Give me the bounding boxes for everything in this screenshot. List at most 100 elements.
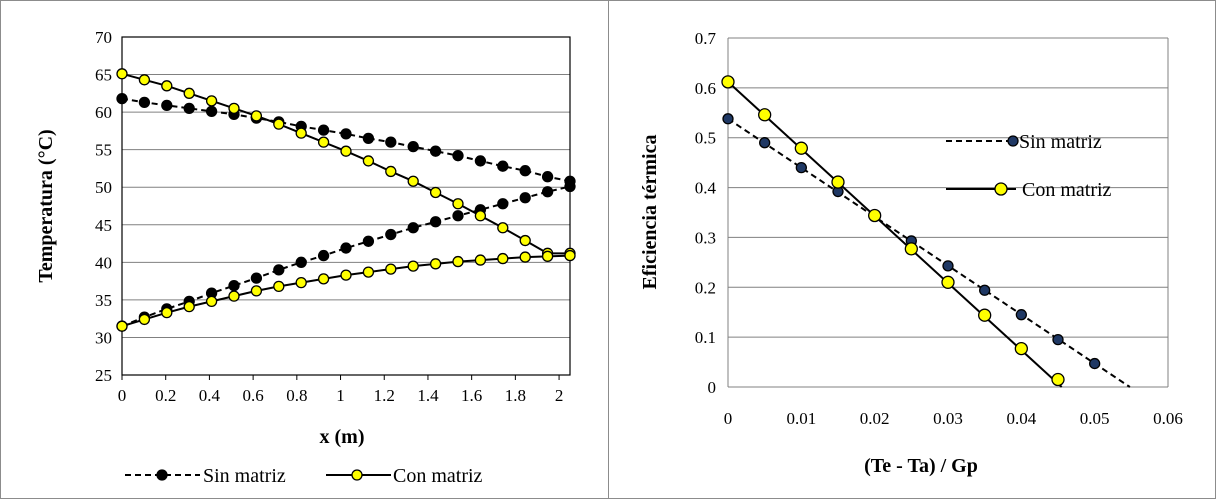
efficiency-x-axis-title: (Te - Ta) / Gp (864, 455, 978, 477)
legend-label-sin-matriz-efficiency: Sin matriz (1019, 131, 1102, 153)
y-tick-label: 0.1 (695, 328, 716, 347)
y-tick-label: 60 (95, 103, 112, 122)
data-point (429, 186, 442, 199)
x-tick-label: 0.2 (155, 386, 176, 405)
x-tick-label: 0 (724, 409, 733, 428)
legend-marker-con-matriz (351, 469, 363, 481)
temperature-plot-area-border (121, 36, 571, 376)
y-tick-label: 70 (95, 28, 112, 47)
data-point (161, 80, 173, 92)
data-point (362, 266, 375, 278)
x-tick-label: 0 (118, 386, 127, 405)
data-point (868, 208, 882, 223)
data-point (1015, 309, 1027, 321)
x-tick-label: 0.06 (1153, 409, 1183, 428)
data-point (295, 256, 307, 268)
legend-marker-con-matriz-efficiency (994, 182, 1008, 196)
data-point (138, 96, 151, 108)
data-point (161, 99, 173, 112)
y-tick-label: 35 (95, 291, 112, 310)
data-point (273, 280, 285, 293)
y-tick-label: 50 (95, 178, 112, 197)
data-point (407, 141, 419, 153)
series-line (121, 254, 571, 328)
data-point (228, 279, 240, 292)
fit-line (727, 117, 1131, 388)
data-point (340, 145, 352, 157)
data-point (183, 87, 195, 99)
data-point (519, 165, 531, 177)
data-point (564, 249, 576, 262)
data-point (497, 198, 509, 210)
y-tick-label: 0.7 (695, 29, 717, 48)
efficiency-legend: Sin matriz Con matriz (946, 131, 1112, 201)
data-point (138, 74, 151, 86)
data-point (317, 273, 330, 285)
data-point (340, 269, 352, 281)
data-point (205, 105, 218, 118)
x-tick-label: 0.01 (786, 409, 816, 428)
data-point (362, 235, 375, 247)
data-point (385, 228, 397, 241)
data-point (474, 210, 487, 222)
data-point (317, 249, 330, 262)
data-point (317, 136, 330, 148)
y-tick-label: 0.6 (695, 79, 716, 98)
data-point (795, 161, 807, 174)
data-point (250, 285, 263, 297)
x-tick-label: 1.6 (461, 386, 482, 405)
data-point (519, 251, 531, 263)
x-tick-label: 1.4 (417, 386, 439, 405)
x-tick-label: 2 (555, 386, 564, 405)
legend-label-sin-matriz: Sin matriz (203, 465, 286, 487)
y-tick-label: 65 (95, 66, 112, 85)
data-point (721, 75, 735, 89)
legend-label-con-matriz: Con matriz (393, 465, 483, 487)
data-point (429, 216, 442, 228)
data-point (183, 300, 195, 313)
x-tick-label: 0.8 (286, 386, 307, 405)
data-point (1089, 357, 1101, 370)
efficiency-series (721, 75, 1131, 388)
data-point (340, 242, 352, 254)
data-point (541, 250, 554, 262)
x-tick-label: 0.6 (242, 386, 263, 405)
data-point (564, 180, 576, 193)
data-point (385, 263, 397, 275)
data-point (831, 175, 845, 189)
data-point (362, 155, 375, 167)
data-point (1051, 372, 1065, 387)
y-tick-label: 45 (95, 216, 112, 235)
data-point (228, 290, 240, 302)
data-point (295, 276, 307, 289)
y-tick-label: 0.4 (695, 179, 717, 198)
temperature-x-axis-title: x (m) (320, 426, 365, 448)
data-point (362, 132, 375, 145)
data-point (407, 175, 419, 187)
temperature-y-ticks: 25 30 35 40 45 50 55 60 65 70 (95, 28, 112, 385)
data-point (497, 222, 509, 234)
data-point (519, 234, 531, 247)
x-tick-label: 0.03 (933, 409, 963, 428)
data-point (116, 92, 128, 105)
data-point (407, 260, 419, 272)
data-point (429, 145, 442, 157)
y-tick-label: 25 (95, 366, 112, 385)
data-point (978, 308, 992, 322)
data-point (474, 254, 487, 266)
data-point (759, 137, 771, 149)
data-point (250, 110, 263, 122)
data-point (541, 171, 554, 183)
data-point (722, 113, 734, 125)
legend-marker-sin-matriz-efficiency (1007, 135, 1019, 147)
y-tick-label: 40 (95, 253, 112, 272)
data-point (904, 242, 918, 256)
data-point (452, 150, 464, 162)
data-point (407, 222, 419, 234)
data-point (942, 260, 954, 272)
temperature-series (116, 68, 576, 332)
y-tick-label: 0 (708, 378, 717, 397)
data-point (497, 252, 509, 265)
data-point (228, 102, 240, 115)
